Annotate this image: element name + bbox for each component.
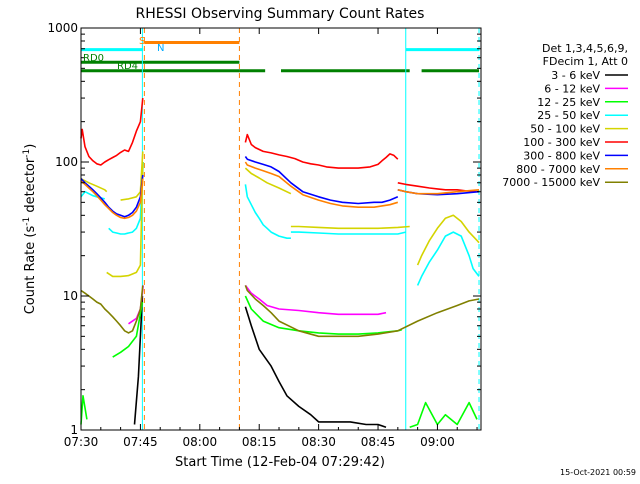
flag-label-rd0: RD0: [83, 53, 104, 64]
series-50-100-kev-segment-3: [244, 167, 292, 195]
legend: Det 1,3,4,5,6,9, FDecim 1, Att 0 3 - 6 k…: [502, 42, 628, 189]
footer-timestamp: 15-Oct-2021 00:59: [560, 468, 636, 477]
y-axis-title: Count Rate (s-1 detector-1): [22, 144, 38, 315]
axes-layer: 07:30 07:45 08:00 08:15 08:30 08:45 09:00 1 10 10…: [47, 21, 481, 449]
y-axis-title-sup2: -1: [22, 149, 32, 158]
series-800-7000-kev-segment-0: [80, 178, 144, 220]
legend-label-12-25-kev: 12 - 25 keV: [537, 96, 600, 109]
series-100-300-kev-segment-0: [80, 98, 144, 166]
series-25-50-kev-segment-3: [290, 231, 406, 235]
legend-header-decimation: FDecim 1, Att 0: [543, 55, 628, 68]
series-300-800-kev-segment-0: [80, 174, 144, 218]
y-tick-label-10: 10: [63, 289, 78, 303]
series-50-100-kev-segment-2: [120, 151, 144, 201]
series-25-50-kev-segment-2: [244, 184, 291, 239]
data-series-layer: [80, 98, 480, 428]
series-50-100-kev-segment-4: [290, 225, 410, 230]
x-tick-label-07-45: 07:45: [123, 435, 158, 449]
x-tick-label-07-30: 07:30: [64, 435, 99, 449]
y-axis-title-sup1: -1: [22, 217, 32, 226]
series-3-6-kev-segment-0: [133, 295, 144, 425]
series-25-50-kev-segment-1: [108, 161, 144, 235]
series-12-25-kev-segment-1: [112, 301, 144, 358]
x-tick-label-08-15: 08:15: [242, 435, 277, 449]
flag-label-rd4: RD4: [117, 61, 138, 72]
series-100-300-kev-segment-1: [244, 133, 399, 169]
x-tick-label-08-45: 08:45: [361, 435, 396, 449]
series-3-6-kev-segment-1: [244, 306, 387, 428]
legend-label-100-300-kev: 100 - 300 keV: [523, 136, 600, 149]
legend-label-7000-15000-kev: 7000 - 15000 keV: [502, 176, 600, 189]
y-axis-title-mid: detector: [23, 157, 38, 217]
legend-label-300-800-kev: 300 - 800 keV: [523, 149, 600, 162]
legend-label-25-50-kev: 25 - 50 keV: [537, 109, 600, 122]
series-12-25-kev-segment-3: [409, 401, 478, 428]
legend-label-3-6-kev: 3 - 6 keV: [551, 69, 600, 82]
legend-label-800-7000-kev: 800 - 7000 keV: [516, 163, 600, 176]
y-tick-label-1: 1: [70, 423, 78, 437]
y-axis-title-end: ): [23, 144, 38, 149]
series-50-100-kev-segment-5: [416, 214, 480, 266]
series-50-100-kev-segment-0: [80, 177, 108, 193]
flag-bars-layer: [81, 40, 480, 73]
series-800-7000-kev-segment-1: [244, 161, 399, 208]
boundary-lines-layer: [141, 28, 480, 430]
legend-label-6-12-kev: 6 - 12 keV: [544, 82, 600, 95]
y-tick-label-100: 100: [55, 155, 78, 169]
flag-label-n: N: [157, 43, 164, 54]
series-7000-15000-kev-segment-0: [80, 285, 144, 334]
chart-title: RHESSI Observing Summary Count Rates: [136, 6, 425, 22]
x-tick-label-08-00: 08:00: [183, 435, 218, 449]
x-axis-title: Start Time (12-Feb-04 07:29:42): [175, 455, 385, 470]
y-tick-label-1000: 1000: [47, 21, 78, 35]
series-800-7000-kev-segment-2: [397, 189, 480, 195]
legend-label-50-100-kev: 50 - 100 keV: [530, 123, 600, 136]
series-300-800-kev-segment-1: [244, 156, 399, 205]
plot-frame: [80, 27, 482, 431]
series-25-50-kev-segment-4: [416, 231, 480, 286]
x-tick-label-08-30: 08:30: [301, 435, 336, 449]
series-7000-15000-kev-segment-1: [244, 285, 480, 338]
legend-header-detectors: Det 1,3,4,5,6,9,: [542, 42, 628, 55]
series-6-12-kev-segment-1: [244, 284, 387, 316]
x-tick-label-09-00: 09:00: [420, 435, 455, 449]
flag-label-s: S: [139, 36, 145, 47]
series-12-25-kev-segment-0: [80, 394, 88, 425]
series-50-100-kev-segment-1: [106, 161, 144, 278]
y-axis-title-main: Count Rate (s: [23, 226, 38, 315]
